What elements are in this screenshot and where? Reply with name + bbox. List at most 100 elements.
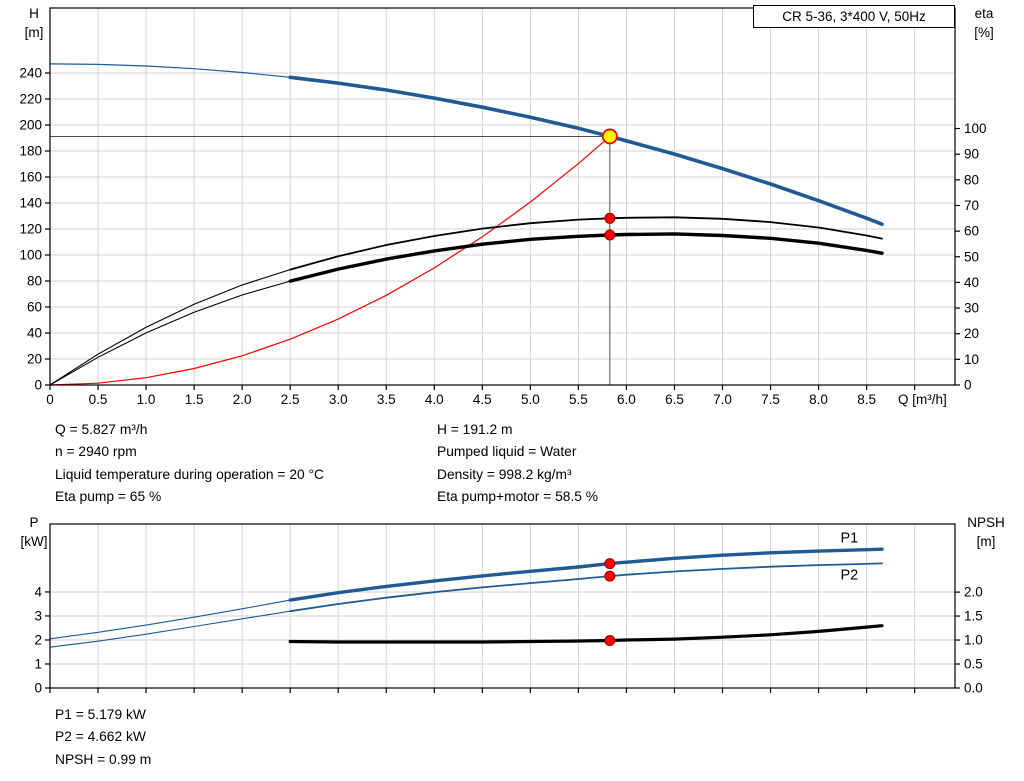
y-left-tick-label: 100 (19, 248, 42, 263)
right-axis-title-npsh: NPSH [m] (954, 513, 1018, 551)
series-eta-pump-lowflow (49, 269, 291, 386)
y-left-tick-label: 200 (19, 118, 42, 133)
y-right-tick-label: 1.5 (964, 609, 983, 624)
power-npsh-chart: 0 1 2 3 4 0.0 0.5 1.0 1.5 2.0 P1 P2 (34, 523, 983, 696)
marker-dot (604, 558, 616, 570)
info-line-h: H = 191.2 m (437, 422, 513, 437)
x-tick-label: 6.0 (617, 392, 636, 407)
series-p2-lowflow (49, 610, 291, 648)
marker-dot (604, 570, 616, 582)
info-line-n: n = 2940 rpm (55, 444, 137, 460)
h-axis-unit: [m] (24, 25, 44, 40)
x-tick-label: 2.0 (233, 392, 252, 407)
x-tick-label: 3.0 (329, 392, 348, 407)
series-p1 (288, 547, 884, 602)
y-right-tick-label: 0.0 (964, 681, 983, 696)
y-left-tick-label: 20 (27, 352, 42, 367)
x-tick-label: 5.5 (569, 392, 588, 407)
eta-axis-unit: [%] (974, 25, 994, 40)
y-right-tick-label: 10 (964, 352, 979, 367)
marker-dot (604, 635, 616, 647)
marker-dot (604, 229, 616, 241)
duty-point (601, 128, 618, 145)
y-right-tick-label: 90 (964, 147, 979, 162)
left-axis-title-p: P [kW] (14, 513, 54, 551)
right-axis-title-eta: eta [%] (958, 4, 1010, 42)
y-left-tick-label: 40 (27, 326, 42, 341)
y-left-tick-label: 0 (34, 681, 42, 696)
y-left-tick-label: 180 (19, 144, 42, 159)
y-left-tick-label: 0 (34, 378, 42, 393)
npsh-axis-label: NPSH (967, 515, 1005, 530)
power-info: P1 = 5.179 kW P2 = 4.662 kW NPSH = 0.99 … (55, 704, 151, 771)
info-line-eta-pump: Eta pump = 65 % (55, 489, 162, 505)
x-tick-label: 4.0 (425, 392, 444, 407)
info-line-eta-pump-motor: Eta pump+motor = 58.5 % (437, 489, 599, 505)
x-tick-label: 1.0 (137, 392, 156, 407)
info-line-q: Q = 5.827 m³/h (55, 422, 148, 437)
y-right-tick-label: 70 (964, 198, 979, 213)
y-right-tick-label: 0 (964, 378, 972, 393)
y-left-tick-label: 120 (19, 222, 42, 237)
y-right-tick-label: 50 (964, 249, 979, 264)
info-line-liquid: Pumped liquid = Water (437, 444, 577, 460)
x-tick-label: 6.5 (665, 392, 684, 407)
x-tick-label: 4.5 (473, 392, 492, 407)
series-label-P1: P1 (840, 531, 858, 547)
x-tick-label: 7.5 (761, 392, 780, 407)
x-tick-label: 1.5 (185, 392, 204, 407)
x-tick-label: 0 (46, 392, 54, 407)
x-tick-label: 0.5 (89, 392, 108, 407)
hq-eta-chart: 0 20 40 60 80 100 120 140 160 180 200 220 240 0 10 20 30… (19, 7, 987, 407)
series-label-P2: P2 (840, 567, 858, 583)
y-left-tick-label: 160 (19, 170, 42, 185)
x-tick-label: 3.5 (377, 392, 396, 407)
y-left-tick-label: 1 (34, 656, 42, 671)
y-right-tick-label: 80 (964, 172, 979, 187)
x-tick-label: 5.0 (521, 392, 540, 407)
series-eta-pump-motor (288, 232, 884, 283)
series-system-curve (49, 135, 611, 386)
x-tick-label: 2.5 (281, 392, 300, 407)
h-axis-label: H (29, 6, 39, 21)
y-left-tick-label: 60 (27, 300, 42, 315)
y-right-tick-label: 100 (964, 121, 987, 136)
y-right-tick-label: 60 (964, 224, 979, 239)
series-eta-pump-motor-lowflow (49, 280, 291, 386)
npsh-axis-unit: [m] (976, 534, 996, 549)
p-axis-label: P (29, 515, 39, 530)
y-left-tick-label: 80 (27, 274, 42, 289)
left-axis-title-h: H [m] (14, 4, 54, 42)
plot-frame (49, 7, 956, 386)
y-left-tick-label: 3 (34, 608, 42, 623)
duty-info-left: Q = 5.827 m³/h n = 2940 rpm Liquid tempe… (55, 419, 324, 509)
x-tick-label: 7.0 (713, 392, 732, 407)
y-right-tick-label: 20 (964, 326, 979, 341)
y-right-tick-label: 2.0 (964, 585, 983, 600)
plot-frame (49, 523, 956, 689)
info-line-temperature: Liquid temperature during operation = 20… (55, 466, 324, 482)
series-p1-lowflow (49, 599, 291, 640)
series-head-curve-lowflow (49, 63, 291, 78)
marker-dot (604, 212, 616, 224)
y-left-tick-label: 140 (19, 196, 42, 211)
x-tick-label: 8.5 (857, 392, 876, 407)
y-right-tick-label: 40 (964, 275, 979, 290)
info-line-density: Density = 998.2 kg/m³ (437, 466, 572, 482)
x-axis-label: Q [m³/h] (898, 392, 947, 407)
y-left-tick-label: 4 (34, 584, 42, 599)
duty-info-right: H = 191.2 m Pumped liquid = Water Densit… (437, 419, 598, 509)
eta-axis-label: eta (974, 6, 994, 21)
y-left-tick-label: 220 (19, 92, 42, 107)
info-line-p2: P2 = 4.662 kW (55, 729, 146, 745)
info-line-p1: P1 = 5.179 kW (55, 707, 146, 722)
y-left-tick-label: 2 (34, 632, 42, 647)
info-line-npsh: NPSH = 0.99 m (55, 751, 152, 767)
y-left-tick-label: 240 (19, 66, 42, 81)
y-right-tick-label: 30 (964, 301, 979, 316)
x-tick-label: 8.0 (809, 392, 828, 407)
p-axis-unit: [kW] (20, 534, 48, 549)
y-right-tick-label: 0.5 (964, 657, 983, 672)
y-right-tick-label: 1.0 (964, 633, 983, 648)
